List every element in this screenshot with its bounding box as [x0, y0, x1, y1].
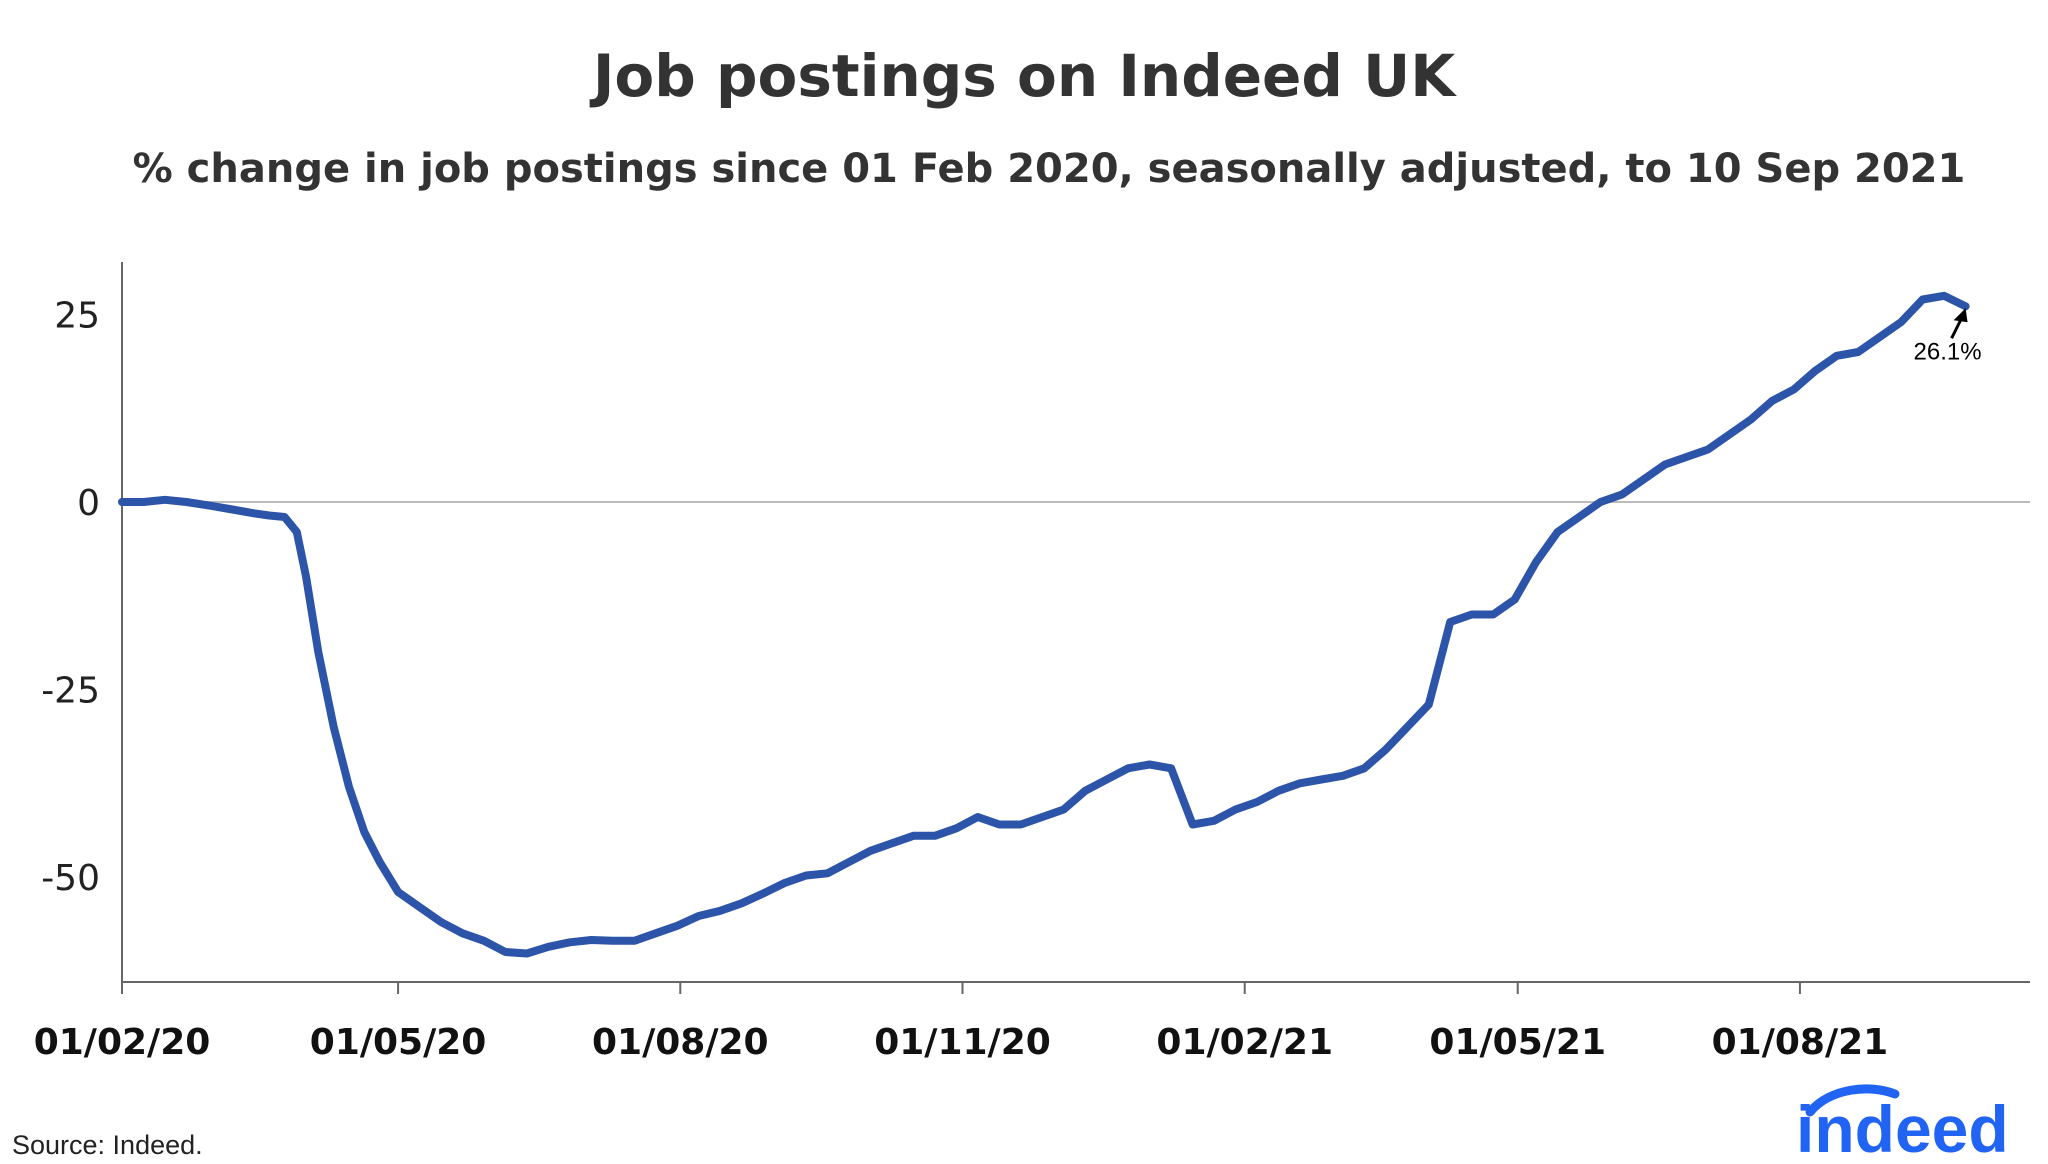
y-tick-label: -25	[41, 671, 100, 712]
indeed-logo: indeed	[1796, 1084, 2009, 1160]
source-note: Source: Indeed.	[12, 1130, 203, 1160]
svg-text:indeed: indeed	[1796, 1092, 2009, 1160]
x-tick-label: 01/05/21	[1429, 1022, 1606, 1063]
annotation-arrowhead	[1953, 308, 1968, 323]
x-tick-label: 01/05/20	[310, 1022, 487, 1063]
annotation-layer: 26.1%	[1914, 308, 1982, 365]
x-tick-label: 01/08/21	[1712, 1022, 1889, 1063]
chart-title: Job postings on Indeed UK	[592, 42, 1456, 110]
series-layer	[118, 291, 1970, 958]
y-tick-label: -50	[41, 858, 100, 899]
chart-axes: 25 0 -25 -50 01/02/20 01/05/20 01/08/20 01/11/2…	[34, 262, 2030, 1063]
y-tick-label: 25	[54, 296, 100, 337]
series-line	[118, 291, 1970, 958]
chart-subtitle: % change in job postings since 01 Feb 20…	[132, 146, 1966, 192]
x-tick-label: 01/11/20	[874, 1022, 1051, 1063]
x-tick-label: 01/08/20	[592, 1022, 769, 1063]
annotation-label: 26.1%	[1914, 338, 1982, 365]
y-tick-label: 0	[77, 483, 100, 524]
x-tick-label: 01/02/21	[1156, 1022, 1333, 1063]
x-tick-label: 01/02/20	[34, 1022, 211, 1063]
